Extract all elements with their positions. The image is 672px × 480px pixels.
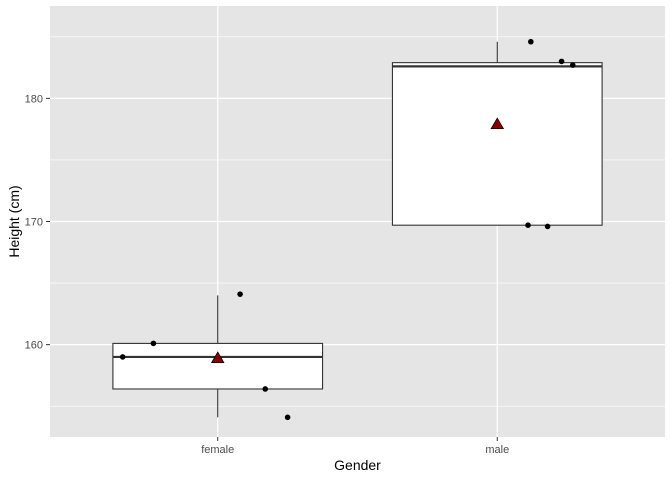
data-point <box>558 58 565 65</box>
data-point <box>544 223 551 230</box>
data-point <box>569 62 576 68</box>
y-axis-ticks: 160 170 180 <box>25 93 50 352</box>
box-iqr <box>391 62 603 226</box>
data-point <box>525 222 531 228</box>
x-axis-ticks: female male <box>201 437 509 456</box>
box-female <box>112 295 324 418</box>
x-tick-label: male <box>485 444 509 456</box>
data-point <box>262 386 269 392</box>
x-axis-title: Gender <box>334 457 381 473</box>
box-iqr <box>112 342 324 390</box>
data-point <box>119 354 126 360</box>
boxes-layer <box>112 41 603 418</box>
box-male <box>391 41 603 226</box>
y-tick-label: 160 <box>25 340 43 352</box>
data-point <box>528 38 534 45</box>
y-tick-label: 170 <box>25 217 43 229</box>
data-point <box>237 291 243 297</box>
data-point <box>150 340 157 347</box>
mean-marker <box>490 117 505 130</box>
means-layer <box>210 117 505 364</box>
mean-marker <box>210 351 225 364</box>
y-tick-label: 180 <box>25 93 43 105</box>
x-tick-label: female <box>201 444 234 456</box>
points-layer <box>119 38 576 421</box>
data-point <box>284 414 291 421</box>
y-axis-title: Height (cm) <box>6 185 22 257</box>
